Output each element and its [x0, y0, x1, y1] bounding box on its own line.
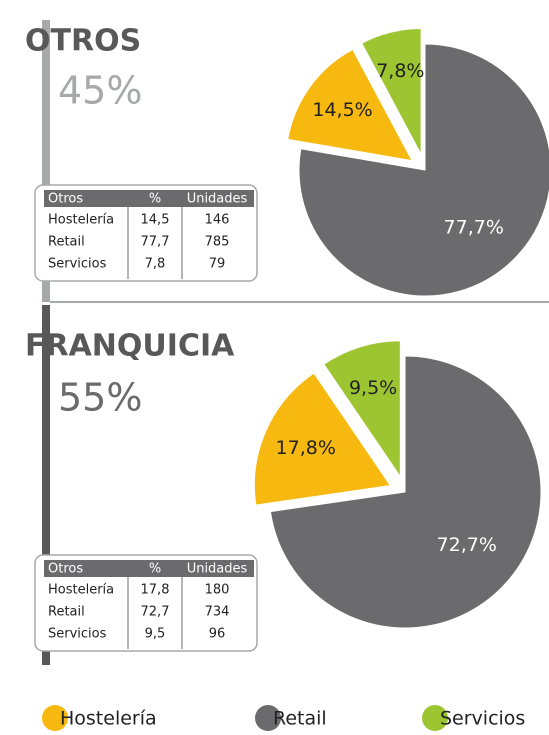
chart-subtitle: 45% [58, 69, 142, 113]
table-cell: Hostelería [48, 583, 114, 598]
table-cell: 9,5 [145, 627, 166, 642]
table-header-cell: Otros [48, 562, 83, 577]
legend-swatch [255, 705, 281, 731]
slice-label: 72,7% [437, 534, 497, 556]
table-header-cell: Unidades [187, 192, 248, 207]
table-cell: Servicios [48, 257, 107, 272]
table-cell: 17,8 [141, 583, 170, 598]
data-table: Otros% Unidades Hostelería 17,8 180 Retail 72,… [34, 554, 258, 652]
table-cell: 77,7 [141, 235, 170, 250]
table-header [44, 560, 254, 577]
table-cell: 14,5 [141, 213, 170, 228]
chart-title: FRANQUICIA [25, 329, 235, 364]
table-cell: 72,7 [141, 605, 170, 620]
table-header-cell: % [149, 562, 161, 577]
chart-subtitle: 55% [58, 376, 142, 420]
table-cell: 734 [205, 605, 230, 620]
table-box [34, 184, 258, 282]
pie-slice [298, 43, 549, 297]
table-cell: 785 [205, 235, 230, 250]
table-cell: 7,8 [145, 257, 166, 272]
legend-swatch [422, 705, 448, 731]
legend-label: Servicios [440, 708, 525, 730]
table-header-cell: % [149, 192, 161, 207]
table-cell: 96 [209, 627, 226, 642]
table-cell: 146 [205, 213, 230, 228]
chart-title: OTROS [25, 24, 141, 59]
table-header [44, 190, 254, 207]
pie-slice [269, 355, 542, 629]
table-cell: Retail [48, 605, 85, 620]
legend-label: Hostelería [60, 708, 157, 730]
slice-label: 17,8% [276, 437, 336, 459]
pie-slice [287, 48, 413, 162]
table-cell: 79 [209, 257, 226, 272]
slice-label: 77,7% [444, 216, 504, 238]
pie-slice [253, 372, 392, 506]
table-cell: 180 [205, 583, 230, 598]
section-bar [42, 20, 50, 302]
table-cell: Hostelería [48, 213, 114, 228]
table-header-cell: Otros [48, 192, 83, 207]
section-bar [42, 305, 50, 665]
pie-slice [361, 27, 422, 155]
slice-label: 14,5% [312, 99, 372, 121]
data-table: Otros% Unidades Hostelería 14,5 146 Retail 77,… [34, 184, 258, 282]
table-header-cell: Unidades [187, 562, 248, 577]
slice-label: 9,5% [349, 377, 397, 399]
slice-label: 7,8% [376, 60, 424, 82]
legend-label: Retail [273, 708, 327, 730]
table-cell: Retail [48, 235, 85, 250]
table-box [34, 554, 258, 652]
pie-slice [323, 340, 401, 479]
legend-swatch [42, 705, 68, 731]
table-cell: Servicios [48, 627, 107, 642]
